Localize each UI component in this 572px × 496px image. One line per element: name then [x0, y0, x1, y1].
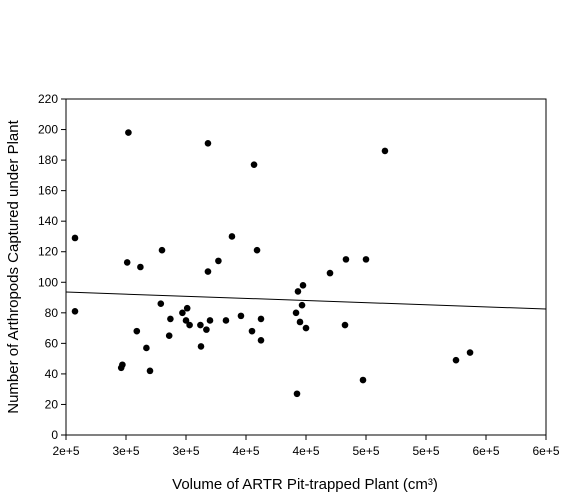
point [302, 324, 310, 332]
point [257, 337, 265, 344]
point [133, 327, 141, 335]
point [341, 321, 349, 329]
point [294, 288, 302, 295]
point [143, 344, 150, 352]
point [203, 326, 210, 333]
x-axis-label: Volume of ARTR Pit-trapped Plant (cm³) [172, 476, 438, 493]
y-axis-label: Number of Arthropods Captured under Plan… [5, 119, 22, 413]
point [228, 233, 236, 240]
y-tick-label: 80 [45, 306, 59, 320]
point [206, 317, 214, 324]
point [179, 309, 186, 317]
point [182, 317, 190, 324]
point [71, 307, 79, 315]
point [299, 282, 307, 289]
x-tick-label: 6e+5 [472, 444, 499, 458]
point [237, 312, 245, 320]
point [381, 147, 389, 155]
point [250, 161, 258, 168]
point [326, 269, 334, 277]
y-tick-label: 120 [38, 245, 58, 259]
point [165, 332, 173, 340]
point [157, 300, 165, 307]
y-tick-label: 40 [45, 367, 59, 381]
y-tick-label: 60 [45, 336, 59, 350]
point [296, 318, 304, 326]
point [222, 317, 230, 324]
y-tick-label: 180 [38, 153, 58, 167]
point [248, 327, 256, 335]
y-tick-label: 140 [38, 214, 58, 228]
y-tick-label: 0 [51, 428, 58, 442]
point [123, 259, 131, 266]
point [452, 356, 460, 364]
point [204, 139, 212, 147]
point [71, 234, 79, 242]
trend-line [65, 291, 547, 310]
point [215, 257, 222, 265]
x-tick-label: 5e+5 [412, 444, 439, 458]
y-tick-label: 100 [38, 275, 58, 289]
point [466, 349, 474, 356]
x-tick-label: 3e+5 [112, 444, 139, 458]
point [167, 315, 174, 323]
x-tick-label: 5e+5 [352, 444, 379, 458]
point [298, 301, 306, 309]
y-tick-label: 160 [38, 184, 58, 198]
point [342, 256, 350, 263]
point [204, 268, 212, 275]
point [197, 321, 204, 329]
point [158, 246, 166, 254]
point [125, 129, 132, 136]
y-tick-label: 200 [38, 123, 58, 137]
point [117, 364, 125, 372]
point [146, 367, 154, 375]
point [359, 376, 367, 384]
point [293, 390, 301, 398]
x-tick-label: 2e+5 [52, 444, 79, 458]
point [197, 343, 205, 350]
x-tick-label: 4e+5 [292, 444, 319, 458]
point [253, 246, 261, 254]
point [137, 263, 144, 271]
x-tick-label: 3e+5 [172, 444, 199, 458]
point [292, 309, 300, 317]
x-tick-label: 6e+5 [532, 444, 559, 458]
x-tick-label: 4e+5 [232, 444, 259, 458]
point [183, 304, 191, 312]
y-tick-label: 20 [45, 397, 59, 411]
point [257, 315, 265, 323]
point [186, 321, 193, 329]
y-tick-label: 220 [38, 92, 58, 106]
point [362, 256, 370, 263]
